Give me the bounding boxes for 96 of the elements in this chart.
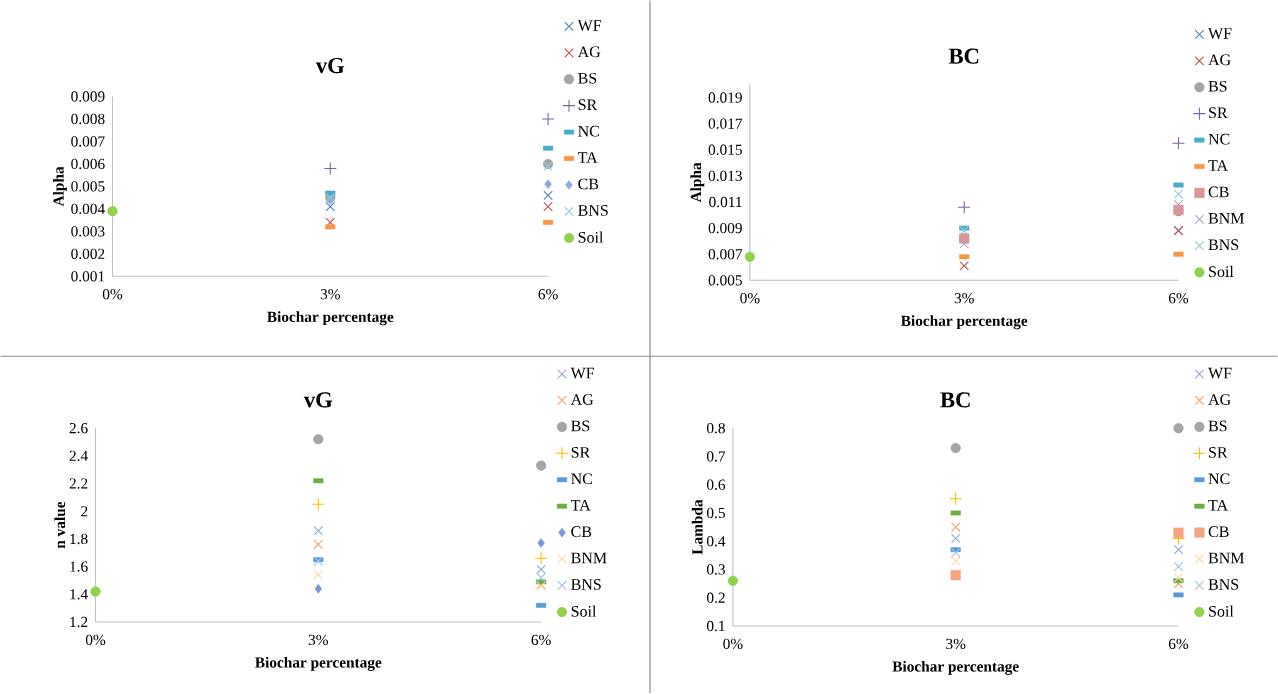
x-tick-label: 3% (308, 634, 328, 646)
legend-label: NC (578, 126, 599, 137)
x-tick-label: 0% (85, 634, 106, 646)
x-tick-label: 6% (1168, 638, 1189, 650)
y-tick-label: 0.1 (706, 621, 725, 632)
y-tick-label: 0.4 (706, 536, 726, 547)
legend-label: BNS (578, 205, 608, 217)
legend-label: BS (571, 420, 590, 432)
y-tick-label: 0.013 (708, 170, 742, 182)
y-tick-label: 0.009 (708, 223, 742, 234)
y-tick-label: 0.007 (708, 249, 743, 260)
legend-label: CB (571, 526, 592, 538)
x-axis-title: Biochar percentage (267, 311, 394, 326)
legend-label: WF (570, 368, 595, 379)
y-tick-label: 0.7 (706, 451, 726, 462)
y-tick-label: 0.019 (708, 92, 742, 103)
legend-label: BS (578, 73, 597, 84)
legend-label: TA (570, 500, 591, 511)
legend-label: TA (1208, 500, 1228, 511)
legend-label: NC (1208, 134, 1230, 145)
y-tick-label: 2.6 (69, 423, 88, 434)
y-tick-label: 2.4 (69, 450, 88, 462)
y-tick-label: 0.002 (71, 248, 105, 260)
x-tick-label: 0% (740, 293, 760, 304)
legend-label: CB (1208, 526, 1229, 538)
y-tick-label: 0.007 (71, 136, 105, 147)
legend-label: WF (577, 20, 602, 32)
legend-label: BNS (1208, 239, 1239, 251)
legend-label: BS (1208, 81, 1227, 92)
y-tick-label: 2 (81, 506, 88, 517)
y-tick-label: 0.015 (708, 144, 742, 156)
y-tick-label: 0.005 (71, 181, 105, 192)
y-tick-label: 0.004 (71, 203, 105, 215)
chart-title: BC (940, 392, 970, 408)
legend-label: WF (1208, 368, 1232, 379)
legend-label: AG (1208, 394, 1231, 406)
legend-label: SR (571, 447, 591, 458)
y-tick-label: 0.009 (71, 91, 105, 102)
legend-label: TA (577, 152, 598, 164)
legend-label: Soil (1209, 605, 1234, 617)
x-tick-label: 3% (946, 638, 966, 650)
x-axis-title: Biochar percentage (900, 315, 1028, 330)
y-tick-label: 1.4 (70, 589, 88, 600)
legend-label: BNM (1208, 552, 1245, 564)
legend-label: Soil (571, 605, 597, 617)
y-tick-label: 2.2 (69, 478, 88, 489)
chart-title: vG (303, 392, 333, 408)
y-tick-label: 0.003 (71, 226, 105, 237)
legend-label: SR (578, 99, 598, 111)
y-tick-label: 0.5 (706, 508, 725, 519)
y-axis-title: Lambda (691, 499, 703, 555)
legend-label: BNM (1208, 213, 1245, 224)
legend-label: AG (1208, 54, 1231, 66)
legend-label: BNM (571, 552, 607, 564)
legend-label: SR (1209, 447, 1228, 458)
x-tick-label: 0% (102, 289, 123, 300)
y-tick-label: 0.3 (706, 564, 725, 575)
x-tick-label: 0% (723, 638, 743, 650)
x-axis-title: Biochar percentage (892, 661, 1019, 676)
y-tick-label: 0.017 (708, 118, 743, 130)
x-tick-label: 6% (538, 289, 558, 300)
y-axis-title: n value (54, 502, 66, 549)
legend-label: BNS (1208, 579, 1239, 591)
legend-label: TA (1208, 160, 1228, 172)
legend-label: SR (1209, 107, 1228, 119)
y-tick-label: 0.006 (71, 158, 105, 170)
legend-label: Soil (578, 231, 604, 243)
legend-label: NC (571, 473, 592, 485)
y-tick-label: 0.008 (71, 114, 105, 125)
legend-label: NC (1208, 473, 1230, 485)
y-tick-label: 1.2 (70, 617, 88, 628)
y-tick-label: 0.005 (708, 275, 742, 286)
legend-label: WF (1208, 28, 1232, 40)
y-tick-label: 0.011 (709, 197, 742, 208)
y-tick-label: 0.2 (706, 592, 725, 604)
y-tick-label: 1.6 (70, 561, 88, 573)
chart-title: BC (948, 48, 979, 65)
x-tick-label: 6% (1168, 293, 1189, 304)
x-tick-label: 3% (320, 289, 340, 300)
legend-label: BS (1208, 420, 1227, 432)
y-axis-title: Alpha (690, 162, 705, 203)
x-tick-label: 3% (954, 293, 974, 304)
y-axis-title: Alpha (52, 166, 67, 207)
y-tick-label: 0.8 (706, 423, 725, 434)
legend-label: AG (570, 394, 594, 406)
x-axis-title: Biochar percentage (255, 657, 382, 672)
x-tick-label: 6% (531, 634, 551, 646)
y-tick-label: 0.6 (706, 479, 726, 491)
legend-label: CB (578, 178, 599, 190)
y-tick-label: 0.001 (71, 271, 105, 282)
legend-label: Soil (1209, 266, 1234, 278)
legend-label: AG (577, 46, 601, 58)
chart-title: vG (315, 58, 345, 74)
legend-label: CB (1208, 186, 1229, 198)
legend-label: BNS (571, 579, 601, 591)
y-tick-label: 1.8 (70, 533, 88, 545)
